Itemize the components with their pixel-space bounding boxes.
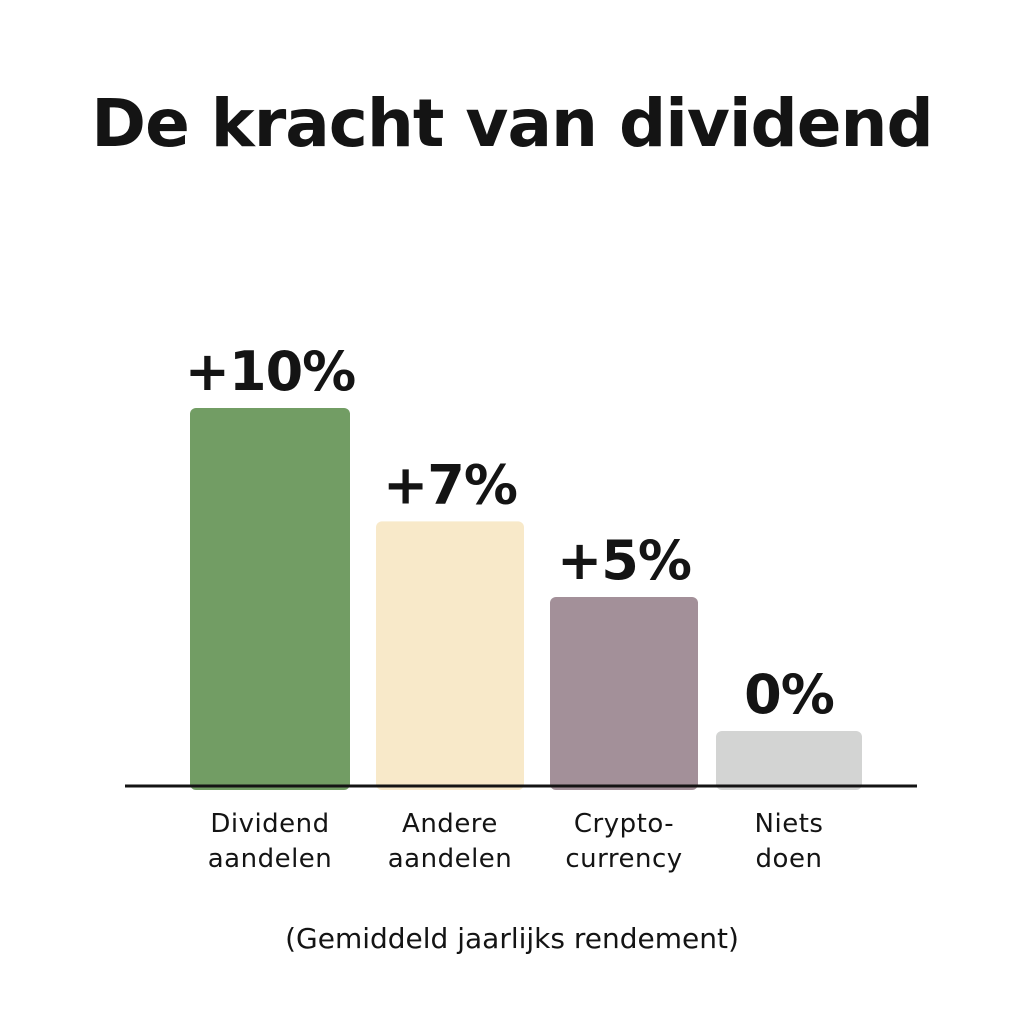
value-label-1: +7% [383, 453, 517, 516]
value-label-3: 0% [744, 663, 834, 726]
value-label-0: +10% [185, 340, 356, 403]
bars-group [190, 408, 862, 790]
bar-0 [190, 408, 350, 790]
category-labels-group: Dividend aandelen Andere aandelen Crypto-cur… [208, 809, 824, 874]
category-label-1-line-0: Andere [402, 809, 498, 839]
category-label-3-line-0: Niets [755, 809, 824, 839]
bar-1 [376, 521, 524, 790]
category-label-0-line-0: Dividend [210, 809, 329, 839]
chart-subtitle: (Gemiddeld jaarlijks rendement) [0, 922, 1024, 955]
bar-2 [550, 597, 698, 790]
bar-3 [716, 731, 862, 790]
category-label-2-line-1: currency [565, 844, 682, 874]
category-label-1-line-1: aandelen [388, 844, 513, 874]
category-label-3-line-1: doen [756, 844, 823, 874]
category-label-2-line-0: Crypto- [574, 809, 674, 839]
value-label-2: +5% [557, 529, 691, 592]
category-label-0-line-1: aandelen [208, 844, 333, 874]
